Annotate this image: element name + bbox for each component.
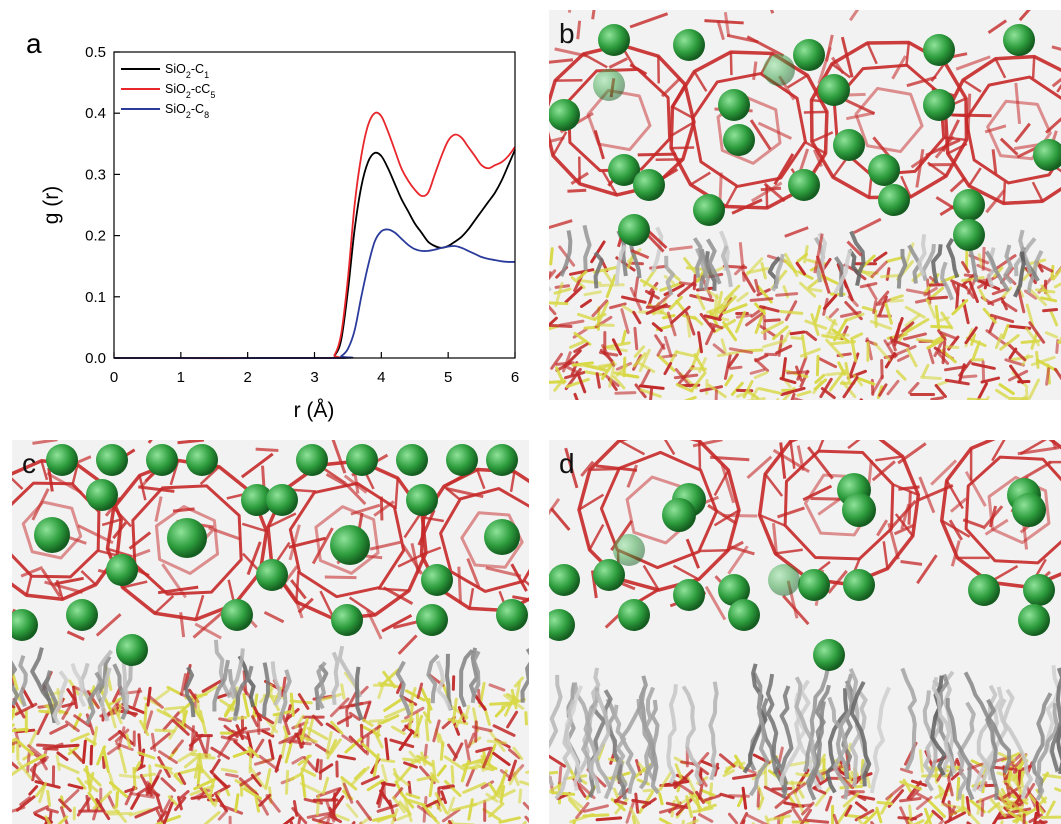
snapshot-panel-c: c — [12, 440, 529, 824]
methane-molecules — [549, 24, 1061, 251]
silica-slab — [12, 663, 529, 824]
panel-label-d: d — [559, 448, 575, 479]
molecular-snapshot-b — [549, 10, 1061, 400]
series-line-0 — [113, 149, 516, 360]
legend-entry-0: SiO2-C1 — [165, 62, 209, 80]
x-tick-label: 0 — [110, 369, 118, 386]
legend-entry-1: SiO2-cC5 — [165, 82, 215, 100]
alkyl-chains — [549, 663, 1061, 801]
x-tick-label: 6 — [511, 369, 519, 386]
molecular-snapshot-d — [549, 440, 1061, 824]
plot-frame — [113, 51, 516, 359]
x-tick-label: 2 — [243, 369, 251, 386]
y-tick-label: 0.4 — [85, 105, 106, 122]
alkyl-chains — [12, 639, 529, 726]
series-line-1 — [113, 111, 516, 360]
y-tick-label: 0.5 — [85, 44, 106, 61]
methane-molecules — [12, 444, 528, 666]
y-tick-label: 0.0 — [85, 350, 106, 367]
panel-label-b: b — [559, 18, 575, 49]
snapshot-panel-d: d — [549, 440, 1061, 824]
x-axis-label: r (Å) — [294, 399, 335, 422]
y-axis-label: g (r) — [40, 186, 63, 225]
molecular-snapshot-c — [12, 440, 529, 824]
methane-molecules — [549, 473, 1055, 671]
y-tick-label: 0.1 — [85, 289, 106, 306]
alkyl-chains — [549, 224, 1044, 301]
panel-label-a: a — [26, 28, 42, 59]
snapshot-panel-b: b — [549, 10, 1061, 400]
series-line-2 — [113, 228, 516, 360]
x-tick-label: 1 — [177, 369, 185, 386]
y-tick-label: 0.2 — [85, 228, 106, 245]
panel-label-c: c — [22, 448, 36, 479]
x-tick-label: 5 — [444, 369, 452, 386]
y-tick-label: 0.3 — [85, 166, 106, 183]
rdf-chart-panel: a 0 1 2 3 4 5 6 0.0 0.1 0.2 0.3 0.4 0.5 SiO2-C1 SiO2-… — [0, 0, 540, 430]
legend-entry-2: SiO2-C8 — [165, 102, 209, 120]
rdf-line-chart: 0 1 2 3 4 5 6 0.0 0.1 0.2 0.3 0.4 0.5 SiO2-C1 SiO2-cC… — [40, 44, 519, 422]
x-tick-label: 4 — [377, 369, 385, 386]
x-tick-label: 3 — [310, 369, 318, 386]
